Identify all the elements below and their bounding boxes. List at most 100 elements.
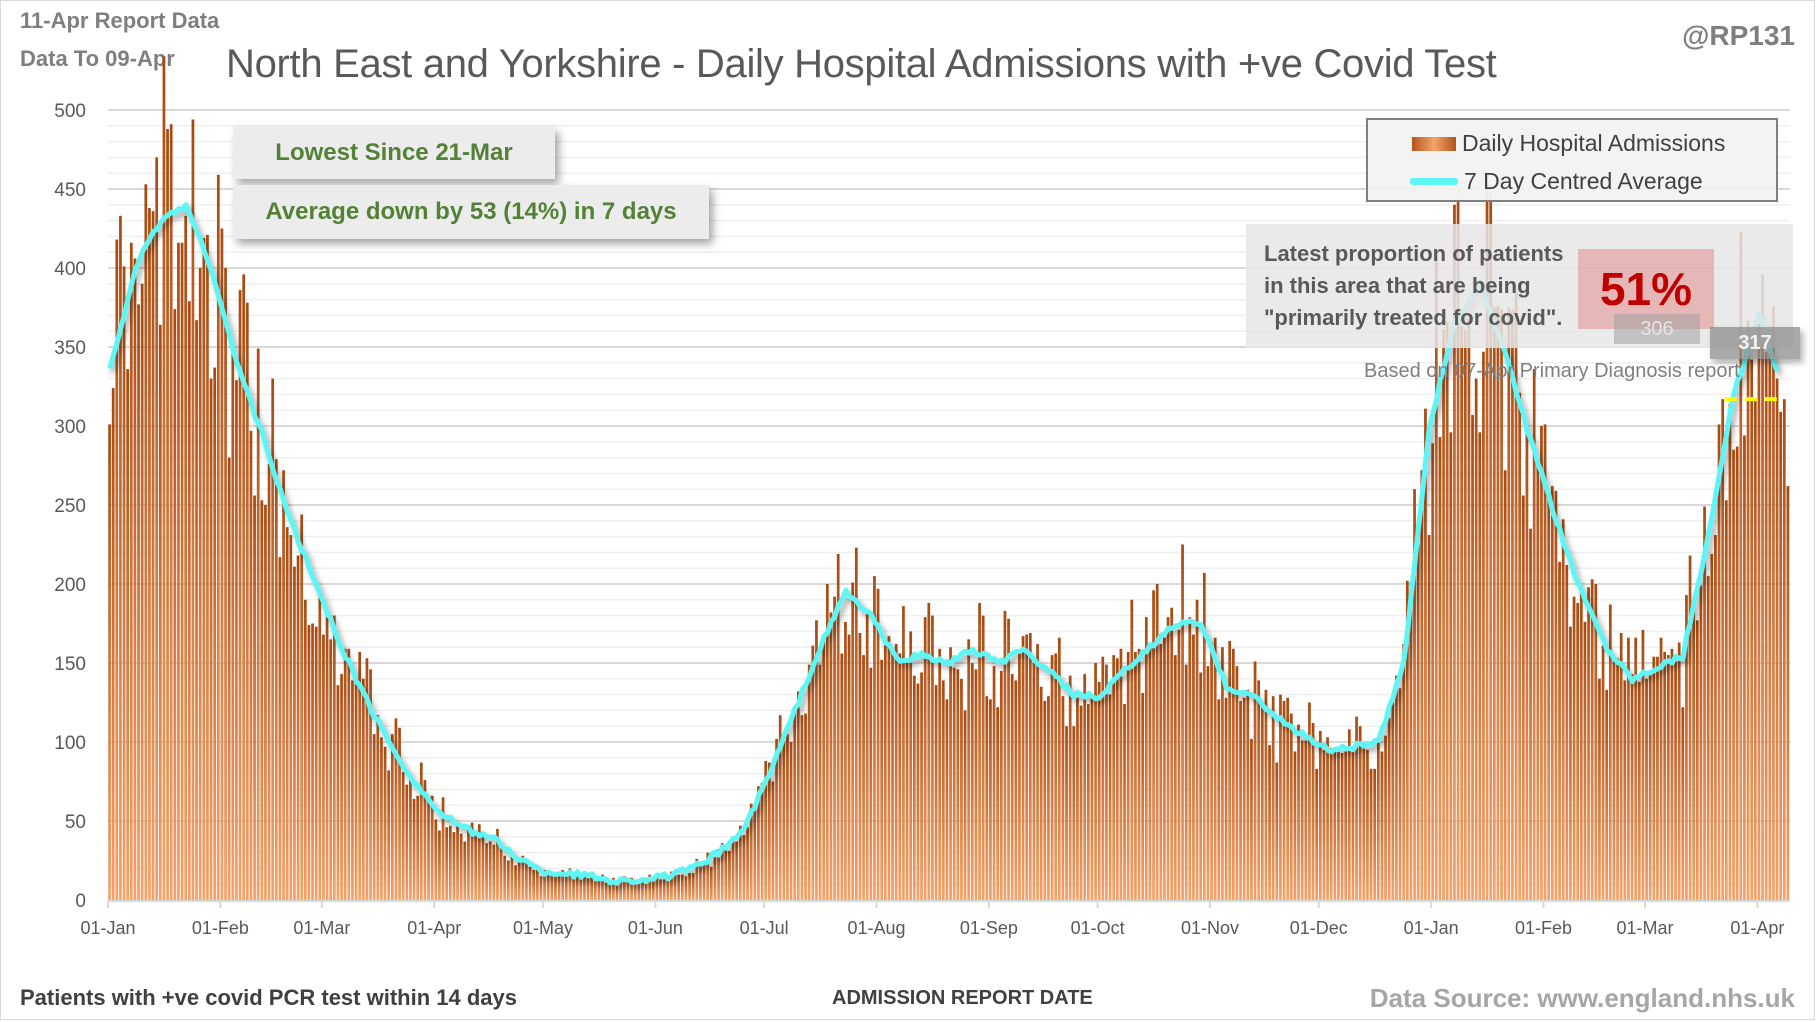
x-tick-label: 01-Aug xyxy=(847,918,905,938)
daily-bar xyxy=(1112,655,1116,900)
daily-bar xyxy=(1416,544,1420,900)
daily-bar xyxy=(688,873,691,900)
daily-bar xyxy=(423,779,427,900)
daily-bar xyxy=(590,877,594,900)
daily-bar xyxy=(1405,580,1409,900)
y-tick-label: 400 xyxy=(54,259,86,280)
daily-bar xyxy=(963,710,967,900)
daily-bar xyxy=(666,876,670,900)
daily-bar xyxy=(1489,193,1493,901)
daily-bar xyxy=(546,871,550,900)
x-tick-label: 01-Oct xyxy=(1071,918,1125,938)
daily-bar xyxy=(1126,651,1130,900)
daily-bar xyxy=(289,535,293,900)
daily-bar xyxy=(456,825,459,900)
daily-bar xyxy=(894,644,898,900)
daily-bar xyxy=(441,797,445,900)
daily-bar xyxy=(198,268,202,900)
daily-bar xyxy=(285,527,289,900)
daily-bar xyxy=(1420,470,1424,900)
daily-bar xyxy=(1260,704,1264,900)
bar-series xyxy=(108,56,1790,901)
daily-bar xyxy=(1318,730,1322,900)
daily-bar xyxy=(1351,751,1355,900)
daily-bar xyxy=(459,833,463,900)
daily-bar xyxy=(1554,490,1558,900)
daily-bar xyxy=(1710,553,1714,900)
daily-bar xyxy=(517,862,521,900)
daily-bar xyxy=(648,874,652,900)
daily-bar xyxy=(452,832,456,900)
daily-bar xyxy=(829,612,833,900)
daily-bar xyxy=(322,634,325,900)
daily-bar xyxy=(390,734,394,900)
daily-bar xyxy=(1500,309,1503,901)
daily-bar xyxy=(1627,637,1630,900)
daily-bar xyxy=(1492,307,1496,900)
daily-bar xyxy=(1065,726,1068,900)
daily-bar xyxy=(974,669,978,900)
daily-bar xyxy=(492,844,496,900)
daily-bar xyxy=(1141,693,1145,900)
daily-bar xyxy=(622,876,626,900)
daily-bar xyxy=(187,301,191,900)
daily-bar xyxy=(401,772,405,900)
daily-bar xyxy=(376,715,380,900)
daily-bar xyxy=(1123,704,1126,900)
daily-bar xyxy=(336,685,340,900)
y-tick-label: 100 xyxy=(54,733,86,754)
daily-bar xyxy=(742,835,746,900)
x-tick-label: 01-Jan xyxy=(80,918,135,938)
daily-bar xyxy=(119,215,122,901)
daily-bar xyxy=(992,666,996,900)
daily-bar xyxy=(735,841,739,900)
daily-bar xyxy=(1355,716,1358,900)
daily-bar xyxy=(1228,640,1232,900)
daily-bar xyxy=(1474,378,1478,901)
daily-bar xyxy=(554,876,557,900)
daily-bar xyxy=(1170,607,1174,900)
daily-bar xyxy=(1391,702,1395,900)
daily-bar xyxy=(586,876,590,900)
daily-bar xyxy=(905,663,909,900)
daily-bar xyxy=(981,615,985,900)
daily-bar xyxy=(543,869,546,900)
daily-bar xyxy=(764,760,768,900)
daily-bar xyxy=(746,827,749,900)
daily-bar xyxy=(180,242,184,901)
x-tick-label: 01-Dec xyxy=(1290,918,1348,938)
x-tick-label: 01-Jun xyxy=(628,918,683,938)
proportion-line-3: "primarily treated for covid". xyxy=(1264,305,1563,330)
daily-bar xyxy=(800,715,804,900)
daily-bar xyxy=(568,868,572,900)
daily-bar xyxy=(1514,291,1518,900)
daily-bar xyxy=(1674,661,1677,900)
daily-bar xyxy=(619,877,623,900)
daily-bar xyxy=(956,669,960,900)
y-tick-label: 200 xyxy=(54,575,86,596)
daily-bar xyxy=(271,378,275,901)
daily-bar xyxy=(916,683,920,900)
daily-bar xyxy=(633,879,637,900)
daily-bar xyxy=(909,631,913,900)
daily-bar xyxy=(1221,647,1224,900)
daily-bar xyxy=(351,680,354,900)
daily-bar xyxy=(1569,626,1572,900)
x-tick-label: 01-Mar xyxy=(1616,918,1673,938)
daily-bar xyxy=(1688,555,1692,900)
daily-bar xyxy=(880,659,884,900)
daily-bar xyxy=(1134,651,1137,900)
daily-bar xyxy=(1630,674,1634,900)
daily-bar xyxy=(1014,680,1018,900)
daily-bar xyxy=(1485,184,1489,900)
daily-bar xyxy=(1144,617,1148,900)
daily-bar xyxy=(1380,751,1384,900)
daily-bar xyxy=(358,651,362,900)
daily-bar xyxy=(1663,651,1667,900)
daily-bar xyxy=(1648,674,1652,900)
daily-bar xyxy=(209,378,213,901)
daily-bar xyxy=(162,56,166,900)
average-change-text: Average down by 53 (14%) in 7 days xyxy=(265,198,677,225)
daily-bar xyxy=(477,824,481,900)
daily-bar xyxy=(213,367,217,900)
